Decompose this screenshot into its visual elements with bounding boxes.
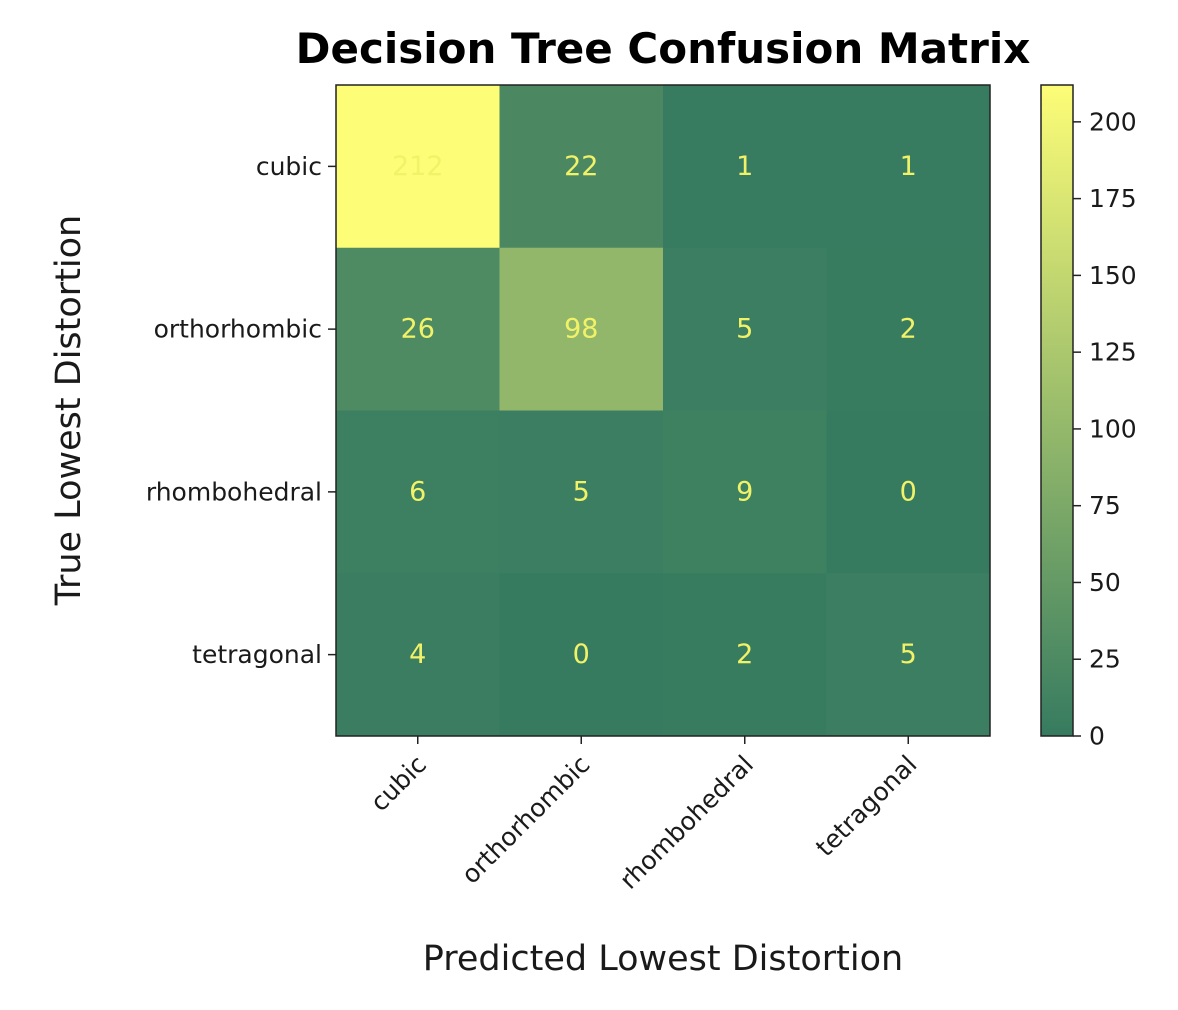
- colorbar-tick-label: 50: [1089, 568, 1121, 597]
- cell-value-label: 5: [900, 639, 917, 670]
- colorbar-tick-label: 25: [1089, 645, 1121, 674]
- cell-value-label: 0: [900, 476, 917, 507]
- y-tick-label: cubic: [256, 152, 322, 181]
- x-axis-label: Predicted Lowest Distortion: [423, 939, 903, 979]
- cell-value-label: 1: [736, 151, 753, 182]
- y-tick-label: orthorhombic: [154, 315, 322, 344]
- heatmap-cell: [663, 85, 827, 249]
- cell-value-label: 9: [736, 476, 753, 507]
- heatmap-cell-labels: 212 22 1 126 98 5 26 5 9 04 0 2 5: [392, 151, 917, 670]
- y-tick-label: rhombohedral: [146, 477, 322, 506]
- cell-value-label: 98: [564, 314, 598, 345]
- heatmap-cell: [826, 85, 991, 249]
- colorbar-tick-label: 75: [1089, 491, 1121, 520]
- colorbar-tick-label: 175: [1089, 184, 1137, 213]
- colorbar-tick-label: 100: [1089, 414, 1137, 443]
- cell-value-label: 5: [736, 314, 753, 345]
- heatmap-cell: [336, 85, 500, 249]
- heatmap-cell: [499, 573, 664, 737]
- colorbar-tick-label: 0: [1089, 722, 1105, 751]
- colorbar-tick-label: 125: [1089, 338, 1137, 367]
- cell-value-label: 26: [401, 314, 435, 345]
- colorbar: [1040, 84, 1074, 737]
- plot-frame: [335, 84, 991, 737]
- heatmap-cell: [663, 247, 827, 411]
- heatmap-cell: [336, 573, 500, 737]
- cell-value-label: 6: [409, 476, 426, 507]
- x-tick-label: cubic: [365, 750, 432, 817]
- y-axis-label: True Lowest Distortion: [49, 215, 89, 607]
- heatmap-cell: [336, 247, 500, 411]
- cell-value-label: 5: [573, 476, 590, 507]
- heatmap-cell: [499, 85, 664, 249]
- heatmap-cell: [499, 247, 664, 411]
- heatmap-cell: [336, 410, 500, 574]
- colorbar-tick-label: 150: [1089, 261, 1137, 290]
- chart-title: Decision Tree Confusion Matrix: [296, 24, 1031, 73]
- heatmap-cell: [663, 410, 827, 574]
- cell-value-label: 0: [573, 639, 590, 670]
- heatmap-cell: [826, 410, 991, 574]
- heatmap-cell: [663, 573, 827, 737]
- cell-value-label: 22: [564, 151, 598, 182]
- x-axis-ticks: cubic orthorhombic rhombohedral tetragonal: [365, 736, 922, 895]
- heatmap-cell: [499, 410, 664, 574]
- cell-value-label: 4: [409, 639, 426, 670]
- cell-value-label: 212: [392, 151, 444, 182]
- heatmap-cell: [826, 247, 991, 411]
- colorbar-tick-label: 200: [1089, 107, 1137, 136]
- y-axis-ticks: cubic orthorhombic rhombohedral tetragonal: [146, 152, 336, 669]
- y-tick-label: tetragonal: [192, 640, 322, 669]
- x-tick-label: rhombohedral: [614, 750, 759, 895]
- x-tick-label: tetragonal: [810, 750, 922, 862]
- colorbar-ticks: 0 25 50 75 100 125 150 175 200: [1073, 107, 1137, 751]
- cell-value-label: 2: [900, 314, 917, 345]
- cell-value-label: 1: [900, 151, 917, 182]
- cell-value-label: 2: [736, 639, 753, 670]
- heatmap-cell: [826, 573, 991, 737]
- x-tick-label: orthorhombic: [456, 750, 596, 890]
- heatmap-cells: [336, 85, 991, 737]
